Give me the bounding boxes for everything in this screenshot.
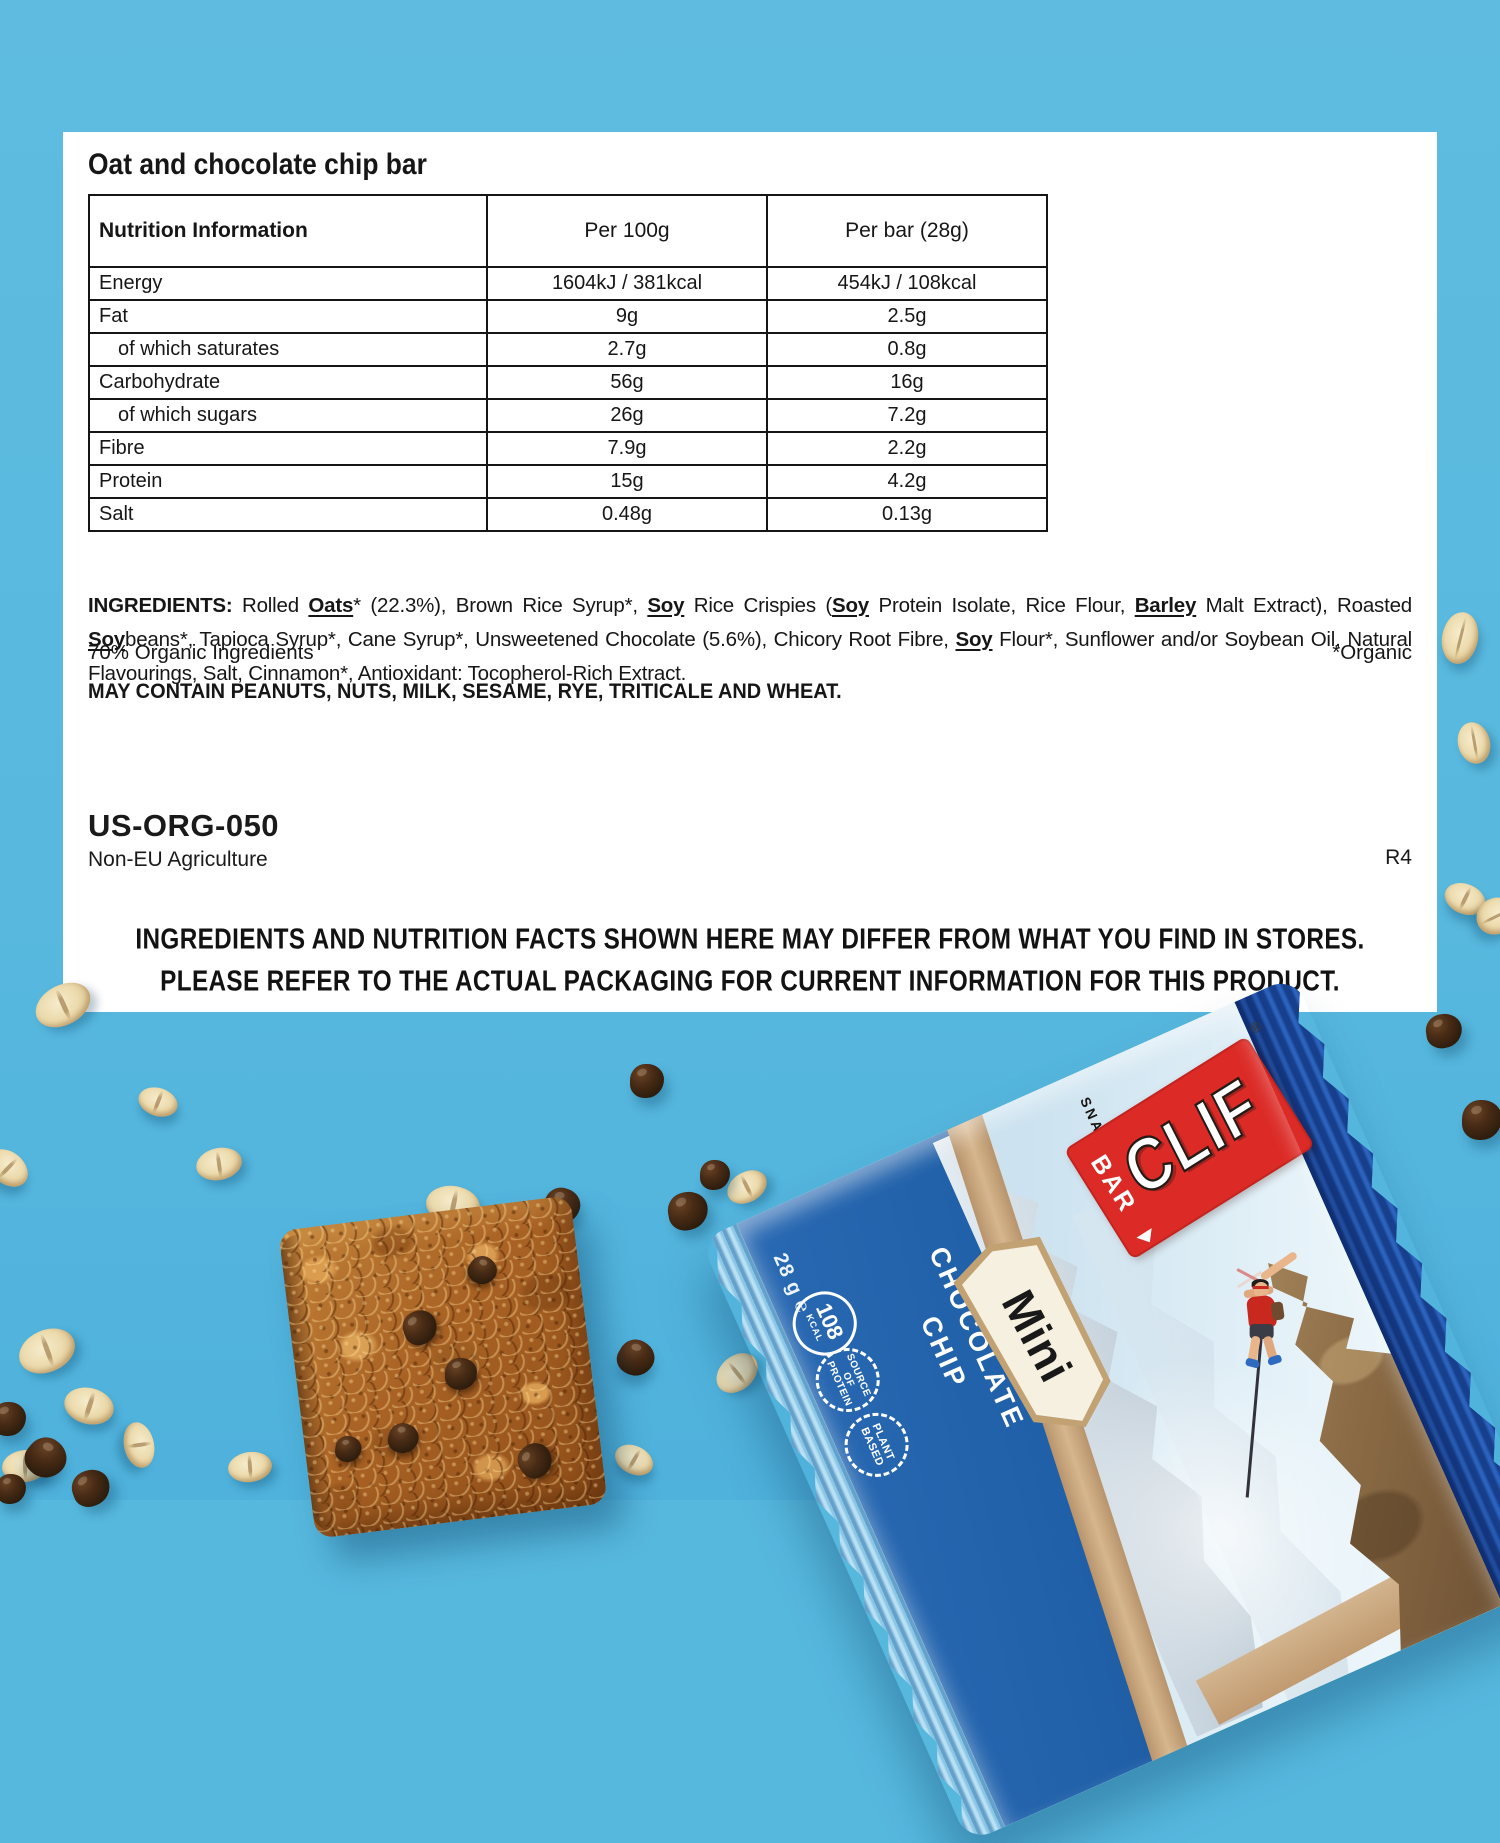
clif-brand-text: CLIF	[1111, 1062, 1274, 1214]
chocolate-chip	[611, 1333, 661, 1383]
oat-flake	[11, 1320, 83, 1382]
disclaimer-line-2: PLEASE REFER TO THE ACTUAL PACKAGING FOR…	[160, 965, 1340, 997]
package-front: SNACK BAR BAR CLIF ® Mini CHOCOLATE CHIP…	[736, 1002, 1500, 1827]
revision-code: R4	[1385, 846, 1412, 869]
nutrient-per-100g-value: 9g	[486, 299, 768, 334]
clif-package: SNACK BAR BAR CLIF ® Mini CHOCOLATE CHIP…	[700, 976, 1500, 1843]
nutrient-label: of which sugars	[88, 398, 488, 433]
nutrient-per-bar-value: 2.5g	[766, 299, 1048, 334]
page-background: Oat and chocolate chip bar Nutrition Inf…	[0, 0, 1500, 1500]
chocolate-chip	[511, 1436, 559, 1485]
nutrient-per-bar-value: 2.2g	[766, 431, 1048, 466]
nutrient-label: Energy	[88, 266, 488, 301]
nutrition-table: Nutrition Information Per 100g Per bar (…	[88, 194, 1048, 532]
chocolate-chip	[1423, 1011, 1465, 1051]
chocolate-chip	[630, 1064, 664, 1098]
chocolate-chip	[66, 1464, 116, 1512]
organic-note-line: 70% Organic Ingredients *Organic	[88, 636, 1412, 670]
nutrient-per-bar-value: 16g	[766, 365, 1048, 400]
nutrient-per-bar-value: 7.2g	[766, 398, 1048, 433]
climber-illustration	[1236, 1250, 1300, 1498]
nutrition-table-row: Protein 15g 4.2g	[88, 464, 1048, 499]
nutrient-per-bar-value: 0.8g	[766, 332, 1048, 367]
nutrient-per-100g-value: 0.48g	[486, 497, 768, 532]
col-header-per-100g: Per 100g	[486, 194, 768, 268]
chocolate-chip	[444, 1357, 478, 1391]
nutrient-per-100g-value: 1604kJ / 381kcal	[486, 266, 768, 301]
oat-flake	[226, 1449, 274, 1485]
nutrient-label: Fat	[88, 299, 488, 334]
chocolate-chip	[700, 1160, 730, 1190]
nutrition-table-row: Fibre 7.9g 2.2g	[88, 431, 1048, 466]
nutrient-per-bar-value: 454kJ / 108kcal	[766, 266, 1048, 301]
oat-flake	[1437, 609, 1483, 667]
nutrient-label: Carbohydrate	[88, 365, 488, 400]
ingredients-paragraph: INGREDIENTS: Rolled Oats* (22.3%), Brown…	[88, 593, 1413, 685]
organic-cert-code: US-ORG-050	[88, 808, 280, 843]
oat-flake	[1453, 718, 1495, 768]
nutrition-table-row: Carbohydrate 56g 16g	[88, 365, 1048, 400]
oat-flake	[134, 1082, 182, 1122]
nutrient-per-100g-value: 7.9g	[486, 431, 768, 466]
chocolate-chip	[1462, 1100, 1500, 1140]
organic-percentage-note: 70% Organic Ingredients	[88, 641, 314, 664]
granola-bar	[278, 1195, 608, 1539]
nutrient-label: Fibre	[88, 431, 488, 466]
chocolate-chip	[665, 1188, 711, 1234]
nutrition-table-row: of which sugars 26g 7.2g	[88, 398, 1048, 433]
nutrient-per-bar-value: 4.2g	[766, 464, 1048, 499]
nutrition-table-row: of which saturates 2.7g 0.8g	[88, 332, 1048, 367]
climber-bag	[1270, 1301, 1285, 1321]
oat-flake	[193, 1143, 245, 1185]
oat-flake	[119, 1419, 159, 1471]
nutrient-per-100g-value: 15g	[486, 464, 768, 499]
oat-flake	[0, 1141, 36, 1195]
col-header-nutrition-information: Nutrition Information	[88, 194, 488, 268]
nutrient-label: Protein	[88, 464, 488, 499]
col-header-per-bar: Per bar (28g)	[766, 194, 1048, 268]
nutrition-table-header-row: Nutrition Information Per 100g Per bar (…	[88, 194, 1048, 268]
disclaimer-line-1: INGREDIENTS AND NUTRITION FACTS SHOWN HE…	[135, 923, 1365, 955]
nutrition-table-row: Energy 1604kJ / 381kcal 454kJ / 108kcal	[88, 266, 1048, 301]
chocolate-chip	[463, 1250, 503, 1290]
nutrient-per-100g-value: 56g	[486, 365, 768, 400]
oat-flake	[609, 1438, 659, 1482]
nutrient-label: of which saturates	[88, 332, 488, 367]
chocolate-chip	[398, 1305, 442, 1350]
chocolate-chip	[385, 1419, 422, 1457]
oat-flake	[60, 1382, 118, 1430]
nutrient-label: Salt	[88, 497, 488, 532]
climber-headband	[1252, 1286, 1269, 1290]
nutrient-per-bar-value: 0.13g	[766, 497, 1048, 532]
agriculture-origin: Non-EU Agriculture	[88, 848, 268, 871]
may-contain-note: MAY CONTAIN PEANUTS, NUTS, MILK, SESAME,…	[88, 680, 842, 703]
nutrition-table-row: Fat 9g 2.5g	[88, 299, 1048, 334]
chocolate-chip	[0, 1402, 26, 1436]
climber-arm	[1259, 1250, 1299, 1282]
info-panel: Oat and chocolate chip bar Nutrition Inf…	[63, 132, 1437, 1012]
organic-asterisk-note: *Organic	[1332, 641, 1412, 664]
chocolate-chip	[333, 1434, 363, 1464]
nutrition-table-row: Salt 0.48g 0.13g	[88, 497, 1048, 532]
product-title: Oat and chocolate chip bar	[88, 148, 427, 181]
nutrition-table-body: Energy 1604kJ / 381kcal 454kJ / 108kcal …	[88, 266, 1048, 532]
nutrient-per-100g-value: 2.7g	[486, 332, 768, 367]
disclaimer: INGREDIENTS AND NUTRITION FACTS SHOWN HE…	[132, 918, 1369, 1002]
nutrient-per-100g-value: 26g	[486, 398, 768, 433]
clif-logo-triangle-icon	[1136, 1228, 1158, 1248]
